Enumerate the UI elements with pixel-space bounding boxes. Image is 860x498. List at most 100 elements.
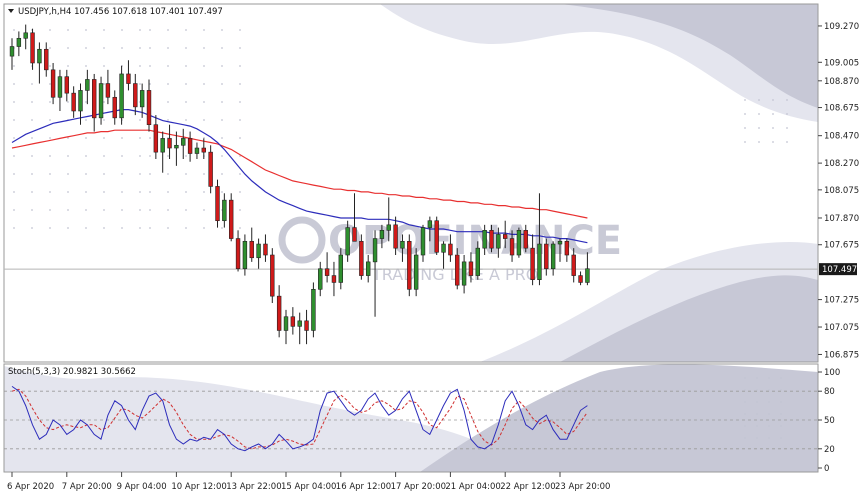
- candle-body: [37, 48, 42, 64]
- decor-dot: [768, 437, 770, 439]
- decor-dot: [31, 101, 33, 103]
- price-tick-label: 107.075: [824, 323, 859, 333]
- decor-dot: [768, 401, 770, 403]
- candle-body: [167, 138, 172, 149]
- candle-body: [222, 199, 227, 222]
- decor-dot: [185, 191, 187, 193]
- candle-body: [516, 230, 522, 256]
- candle: [112, 90, 117, 125]
- decor-dot: [744, 99, 746, 101]
- decor-dot: [786, 113, 788, 115]
- candle: [393, 216, 398, 256]
- decor-dot: [239, 101, 241, 103]
- candle-body: [359, 240, 364, 276]
- decor-dot: [139, 47, 141, 49]
- candle: [544, 238, 549, 276]
- decor-dot: [103, 191, 105, 193]
- stochastic-tick-label: 100: [824, 368, 840, 378]
- decor-dot: [121, 155, 123, 157]
- decor-dot: [31, 137, 33, 139]
- decor-dot: [203, 209, 205, 211]
- decor-dot: [49, 83, 51, 85]
- candle: [229, 193, 234, 242]
- candle: [413, 248, 419, 297]
- decor-dot: [31, 209, 33, 211]
- decor-dot: [221, 227, 223, 229]
- candle-body: [105, 83, 111, 98]
- candle: [331, 261, 337, 297]
- decor-dot: [758, 127, 760, 129]
- candle-body: [393, 224, 398, 249]
- decor-dot: [239, 47, 241, 49]
- candle: [146, 79, 152, 132]
- candle-body: [92, 79, 97, 119]
- decor-dot: [239, 173, 241, 175]
- candle: [434, 216, 439, 256]
- decor-dot: [744, 377, 746, 379]
- candle-body: [509, 238, 515, 256]
- decor-dot: [67, 137, 69, 139]
- decor-dot: [221, 29, 223, 31]
- candle: [119, 65, 124, 125]
- collapse-triangle-icon[interactable]: [8, 9, 14, 13]
- candle-body: [311, 289, 316, 331]
- candle: [16, 31, 22, 57]
- decor-dot: [772, 127, 774, 129]
- candle: [550, 241, 556, 276]
- candle-body: [413, 254, 419, 290]
- decor-dot: [203, 65, 205, 67]
- decor-dot: [221, 155, 223, 157]
- time-tick-label: 10 Apr 12:00: [171, 482, 226, 492]
- candle: [263, 234, 268, 262]
- candle-body: [489, 230, 494, 249]
- candle: [187, 131, 193, 162]
- candle-body: [482, 230, 487, 249]
- decor-dot: [149, 155, 151, 157]
- candle: [98, 76, 104, 125]
- decor-dot: [185, 227, 187, 229]
- candle: [64, 69, 70, 102]
- price-tick-label: 106.875: [824, 350, 859, 360]
- decor-dot: [167, 101, 169, 103]
- candle-body: [174, 144, 179, 149]
- candle-body: [119, 73, 124, 119]
- decor-dot: [85, 155, 87, 157]
- decor-dot: [13, 209, 15, 211]
- candle-body: [78, 90, 83, 112]
- candle-body: [283, 316, 289, 331]
- candle: [400, 234, 405, 262]
- candle-body: [386, 224, 391, 231]
- candle: [222, 193, 227, 228]
- candles: [9, 24, 590, 345]
- candle-body: [229, 199, 234, 239]
- candle-body: [537, 243, 542, 281]
- time-tick-label: 16 Apr 12:00: [336, 482, 391, 492]
- candle-body: [276, 295, 282, 331]
- decor-dot: [85, 119, 87, 121]
- candle: [420, 224, 426, 262]
- time-axis: 6 Apr 2020 7 Apr 20:00 9 Apr 04:00 10 Apr 1…: [7, 472, 610, 492]
- decor-dot: [239, 191, 241, 193]
- decor-dot: [780, 377, 782, 379]
- candle-body: [23, 32, 28, 39]
- stochastic-tick-label: 20: [824, 445, 835, 455]
- stochastic-panel-frame: [3, 363, 819, 473]
- decor-dot: [31, 83, 33, 85]
- candle: [407, 234, 412, 297]
- candle: [139, 83, 145, 118]
- candle: [352, 193, 357, 242]
- decor-dot: [772, 99, 774, 101]
- decor-dot: [768, 425, 770, 427]
- candle-body: [57, 76, 63, 98]
- candle: [85, 69, 90, 105]
- decor-dot: [31, 173, 33, 175]
- decor-dot: [744, 413, 746, 415]
- candle-body: [187, 138, 193, 154]
- decor-dot: [167, 65, 169, 67]
- candle-body: [153, 124, 159, 153]
- candle: [57, 69, 63, 111]
- candle-body: [270, 254, 275, 297]
- decor-dot: [768, 389, 770, 391]
- candle-body: [496, 234, 501, 249]
